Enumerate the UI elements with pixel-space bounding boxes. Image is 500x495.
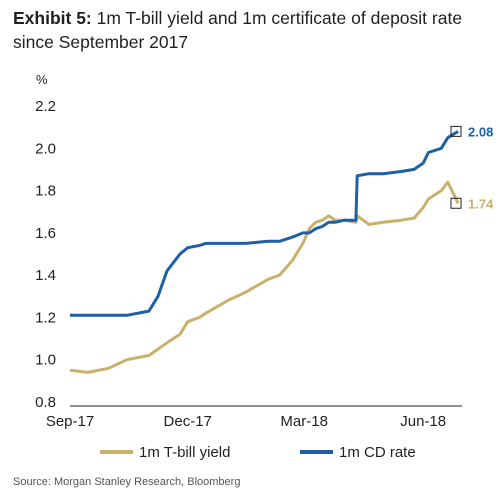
y-tick-label: 1.6	[35, 225, 56, 242]
legend-label-cd: 1m CD rate	[339, 443, 416, 461]
end-marker	[450, 125, 462, 137]
legend-swatch-tbill	[100, 450, 133, 454]
legend-label-tbill: 1m T-bill yield	[139, 443, 231, 461]
y-tick-label: 2.2	[35, 98, 56, 115]
chart-title: Exhibit 5: 1m T-bill yield and 1m certif…	[13, 6, 493, 54]
y-tick-label: 1.0	[35, 352, 56, 369]
y-tick-label: 1.2	[35, 309, 56, 326]
y-axis: % 0.8 1.0 1.2 1.4 1.6 1.8 2.0 2.2	[35, 72, 56, 411]
x-tick-label: Dec-17	[164, 413, 212, 430]
y-tick-label: 0.8	[35, 394, 56, 411]
end-value-label: 2.08	[468, 124, 493, 139]
title-text: 1m T-bill yield and 1m certificate of de…	[13, 8, 463, 52]
end-labels: 1.74 2.08	[450, 124, 494, 211]
x-axis: Sep-17 Dec-17 Mar-18 Jun-18	[46, 405, 462, 430]
cd-line	[70, 130, 459, 317]
legend-item-cd: 1m CD rate	[300, 442, 416, 462]
end-marker	[450, 197, 462, 209]
legend-swatch-cd	[300, 450, 333, 454]
y-tick-label: 1.4	[35, 267, 56, 284]
end-value-label: 1.74	[468, 196, 494, 211]
tbill-line	[69, 180, 460, 374]
x-tick-label: Sep-17	[46, 413, 94, 430]
legend-item-tbill: 1m T-bill yield	[100, 442, 230, 462]
x-tick-label: Jun-18	[400, 413, 446, 430]
y-tick-label: 1.8	[35, 183, 56, 200]
series-lines	[69, 130, 460, 374]
y-axis-unit: %	[36, 72, 48, 87]
exhibit-number: Exhibit 5:	[13, 8, 92, 28]
source-note: Source: Morgan Stanley Research, Bloombe…	[13, 476, 241, 488]
y-tick-label: 2.0	[35, 140, 56, 157]
x-tick-label: Mar-18	[280, 413, 328, 430]
